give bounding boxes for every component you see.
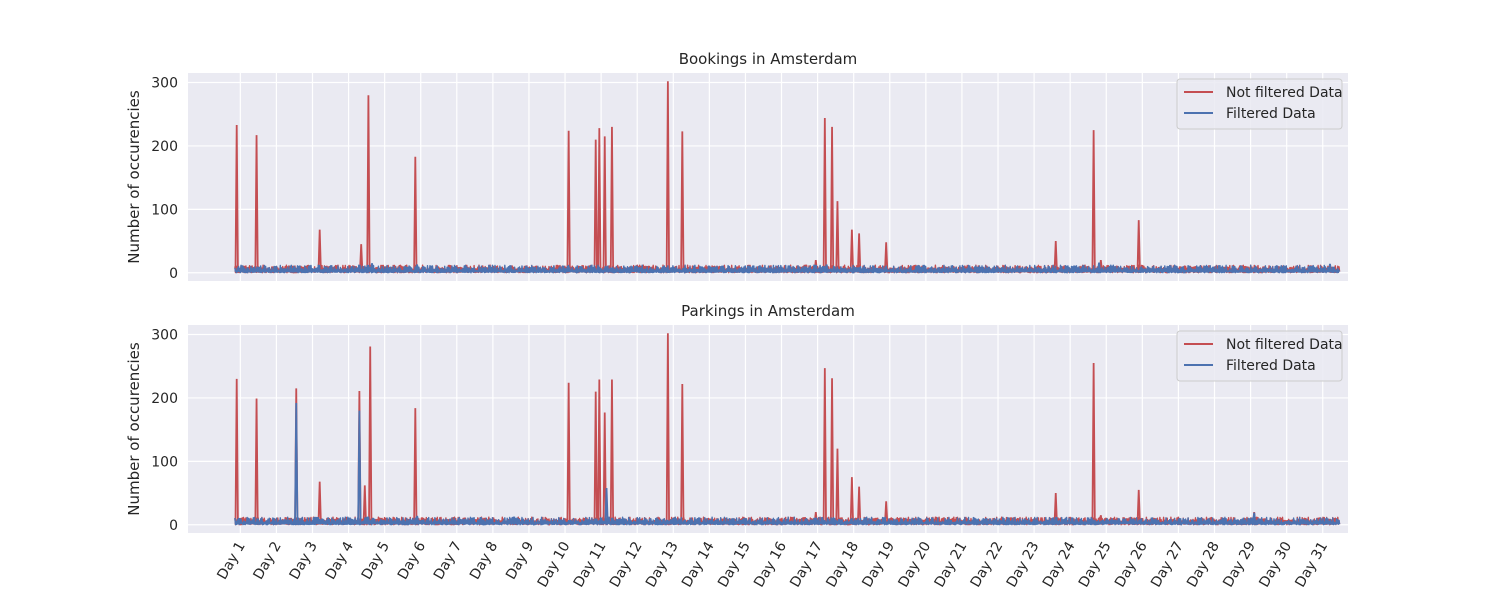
data-spike (1327, 263, 1333, 272)
data-spike (884, 242, 889, 272)
series-baseline-line (234, 516, 1341, 526)
data-spike (609, 379, 615, 524)
legend-entry: Filtered Data (1226, 106, 1316, 122)
data-spike (829, 126, 835, 272)
data-spike (254, 135, 259, 272)
data-spike (1096, 262, 1102, 272)
data-spike (413, 156, 418, 272)
data-spike (835, 448, 840, 524)
data-spike (665, 81, 670, 272)
data-spike (317, 481, 322, 524)
data-spike (566, 382, 571, 524)
data-spike (234, 378, 239, 524)
data-spike (1136, 489, 1141, 524)
plot-area (188, 325, 1348, 533)
series-filtered (234, 402, 1341, 526)
data-spike (357, 410, 362, 524)
data-spike (1136, 220, 1141, 272)
data-spike (680, 383, 685, 524)
y-tick-label: 0 (169, 266, 178, 282)
data-spike (602, 412, 607, 524)
y-axis-label: Number of occurencies (125, 90, 143, 264)
plot-area (188, 73, 1348, 281)
data-spike (602, 136, 607, 272)
data-spike (822, 118, 827, 272)
legend-box (1176, 78, 1343, 130)
data-spike (1053, 493, 1058, 524)
data-spike (597, 379, 602, 524)
legend-box (1176, 330, 1343, 382)
data-spike (835, 201, 840, 272)
data-spike (857, 233, 862, 272)
data-spike (1252, 512, 1257, 524)
data-spike (597, 128, 602, 272)
y-axis-label: Number of occurencies (125, 342, 143, 516)
data-spike (294, 402, 299, 524)
data-spike (415, 515, 420, 524)
data-spike (413, 408, 418, 524)
chart-title: Bookings in Amsterdam (679, 50, 858, 68)
data-spike (593, 139, 598, 272)
data-spike (609, 126, 615, 272)
legend: Not filtered Data Filtered Data (1176, 78, 1343, 130)
data-spike (359, 244, 364, 272)
y-tick-label: 300 (151, 328, 178, 344)
data-spike (566, 130, 571, 272)
y-tick-label: 200 (151, 391, 178, 407)
data-spike (362, 485, 367, 524)
legend-entry: Not filtered Data (1226, 85, 1343, 101)
y-tick-label: 0 (169, 518, 178, 534)
legend-entry: Not filtered Data (1226, 337, 1343, 353)
data-spike (884, 501, 889, 524)
data-spike (1091, 130, 1096, 272)
data-spike (369, 263, 375, 272)
y-tick-label: 300 (151, 76, 178, 92)
data-spike (1053, 241, 1058, 272)
series-baseline-line (234, 264, 1341, 274)
data-spike (254, 398, 259, 524)
data-spike (604, 487, 609, 524)
data-spike (366, 95, 371, 272)
data-spike (829, 378, 835, 524)
data-spike (824, 264, 829, 272)
data-spike (368, 346, 373, 524)
y-tick-label: 100 (151, 202, 178, 218)
chart-title: Parkings in Amsterdam (681, 302, 855, 320)
series-filtered (234, 262, 1341, 274)
data-spike (849, 477, 854, 524)
data-spike (665, 333, 670, 524)
y-tick-label: 100 (151, 454, 178, 470)
data-spike (317, 229, 322, 272)
data-spike (849, 229, 854, 272)
data-spike (234, 124, 239, 272)
data-spike (857, 486, 862, 524)
data-spike (415, 264, 420, 272)
data-spike (1091, 363, 1096, 524)
data-spike (822, 368, 827, 524)
y-tick-label: 200 (151, 139, 178, 155)
data-spike (593, 391, 598, 524)
data-spike (680, 131, 685, 272)
legend: Not filtered Data Filtered Data (1176, 330, 1343, 382)
legend-entry: Filtered Data (1226, 358, 1316, 374)
parkings-chart-panel: 0 100 200 300 Parkings in Amsterdam Number of… (125, 302, 1348, 534)
bookings-chart-panel: 0 100 200 300 Bookings in Amsterdam Number of… (125, 50, 1348, 282)
